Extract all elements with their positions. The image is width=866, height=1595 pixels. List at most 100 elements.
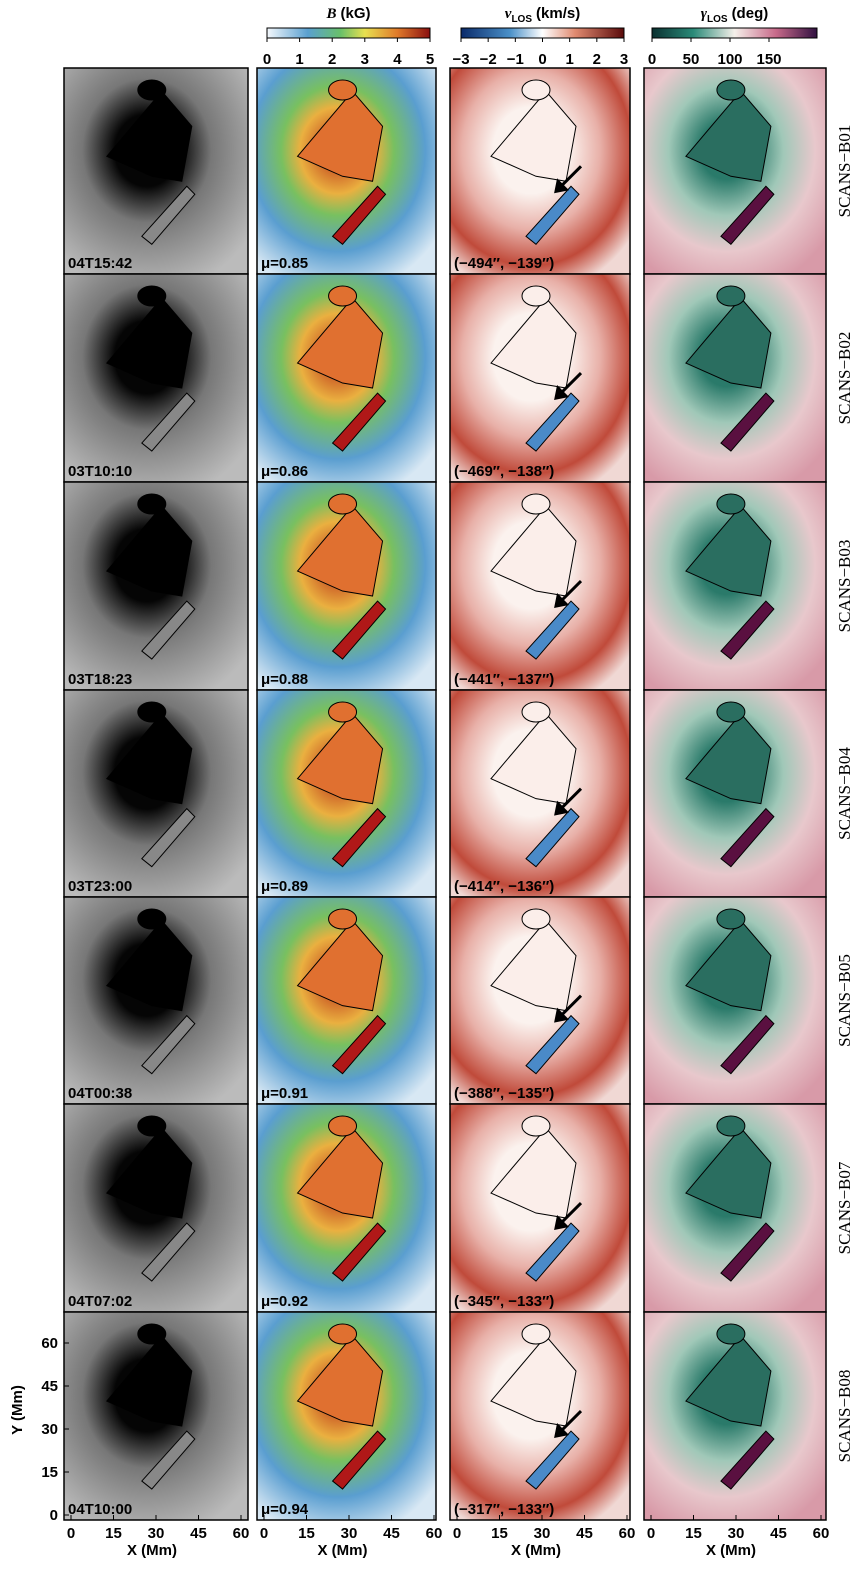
arrow — [554, 1409, 583, 1438]
pore — [328, 1115, 358, 1137]
umbra — [296, 505, 384, 597]
pore — [328, 493, 358, 515]
umbra — [685, 919, 772, 1012]
umbra — [296, 1127, 384, 1219]
light-bridge — [141, 1222, 196, 1282]
y-tick-label: 60 — [41, 1335, 58, 1352]
x-tick-label: 60 — [619, 1525, 636, 1542]
light-bridge — [720, 600, 775, 660]
light-bridge — [525, 1014, 580, 1075]
pore — [521, 1323, 551, 1345]
panel-coords: (−317″, −133″) — [454, 1501, 554, 1518]
colorbar-tick-label: 5 — [426, 51, 434, 68]
x-tick-label: 45 — [770, 1525, 787, 1542]
panel-mu: μ=0.91 — [261, 1085, 308, 1102]
colorbar-title: B (kG) — [325, 5, 370, 22]
pore — [716, 1115, 746, 1137]
light-bridge — [141, 600, 196, 660]
y-tick-label: 0 — [50, 1507, 58, 1524]
colorbar-tick-label: 100 — [717, 51, 742, 68]
umbra — [685, 712, 772, 805]
light-bridge — [141, 1430, 196, 1490]
pore — [328, 908, 358, 930]
colorbar-tick-label: 0 — [538, 51, 546, 68]
x-tick-label: 30 — [534, 1525, 551, 1542]
light-bridge — [141, 392, 196, 452]
x-tick-label: 0 — [453, 1525, 461, 1542]
umbra — [105, 1335, 193, 1427]
light-bridge — [141, 1014, 196, 1075]
pore — [137, 79, 167, 101]
colorbar-tick-label: 3 — [620, 51, 628, 68]
arrow — [554, 994, 583, 1023]
colorbar — [266, 27, 431, 39]
pore — [328, 79, 358, 101]
colorbar-tick-label: 1 — [295, 51, 303, 68]
umbra — [685, 505, 772, 597]
pore — [521, 701, 551, 723]
light-bridge — [525, 392, 580, 452]
umbra — [105, 90, 193, 182]
light-bridge — [331, 392, 387, 452]
colorbar-tick-label: 0 — [263, 51, 271, 68]
umbra — [685, 90, 772, 182]
pore — [328, 701, 358, 723]
pore — [137, 908, 167, 930]
x-tick-label: 60 — [426, 1525, 443, 1542]
pore — [521, 79, 551, 101]
light-bridge — [525, 600, 580, 660]
umbra — [490, 919, 577, 1012]
umbra — [490, 1335, 577, 1427]
panel-frame — [256, 1311, 437, 1521]
x-tick-label: 0 — [260, 1525, 268, 1542]
row-label: SCANS−B01 — [835, 125, 854, 218]
panel-mu: μ=0.85 — [261, 255, 308, 272]
arrow — [554, 371, 583, 400]
umbra — [105, 919, 193, 1012]
colorbar-tick-label: 2 — [593, 51, 601, 68]
pore — [521, 493, 551, 515]
light-bridge — [720, 1430, 775, 1490]
panel-time: 03T10:10 — [68, 463, 132, 480]
x-axis-label: X (Mm) — [706, 1542, 756, 1559]
pore — [137, 493, 167, 515]
umbra — [490, 297, 577, 389]
row-label: SCANS−B02 — [835, 332, 854, 425]
pore — [716, 79, 746, 101]
light-bridge — [525, 185, 580, 245]
umbra — [490, 1127, 577, 1219]
x-tick-label: 15 — [298, 1525, 315, 1542]
umbra — [105, 297, 193, 389]
panel-time: 04T07:02 — [68, 1293, 132, 1310]
umbra — [105, 712, 193, 805]
umbra — [685, 1127, 772, 1219]
pore — [137, 1115, 167, 1137]
row-label: SCANS−B03 — [835, 540, 854, 633]
light-bridge — [525, 1222, 580, 1282]
x-tick-label: 15 — [491, 1525, 508, 1542]
symbol: B — [325, 6, 336, 22]
pore — [716, 908, 746, 930]
pore — [521, 285, 551, 307]
y-tick-label: 15 — [41, 1464, 58, 1481]
panel-mu: μ=0.92 — [261, 1293, 308, 1310]
pore — [521, 1115, 551, 1137]
x-axis-label: X (Mm) — [318, 1542, 368, 1559]
light-bridge — [331, 1222, 387, 1282]
pore — [716, 1323, 746, 1345]
light-bridge — [141, 807, 196, 868]
light-bridge — [141, 185, 196, 245]
row-label: SCANS−B04 — [835, 747, 854, 840]
light-bridge — [331, 1430, 387, 1490]
x-axis-label: X (Mm) — [127, 1542, 177, 1559]
colorbar-title: γLOS (deg) — [701, 5, 768, 25]
colorbar-tick-label: 4 — [393, 51, 402, 68]
panel-coords: (−414″, −136″) — [454, 878, 554, 895]
umbra — [685, 297, 772, 389]
subscript: LOS — [511, 14, 532, 25]
row-label: SCANS−B07 — [835, 1161, 854, 1254]
x-tick-label: 15 — [685, 1525, 702, 1542]
light-bridge — [331, 600, 387, 660]
arrow — [554, 165, 583, 194]
